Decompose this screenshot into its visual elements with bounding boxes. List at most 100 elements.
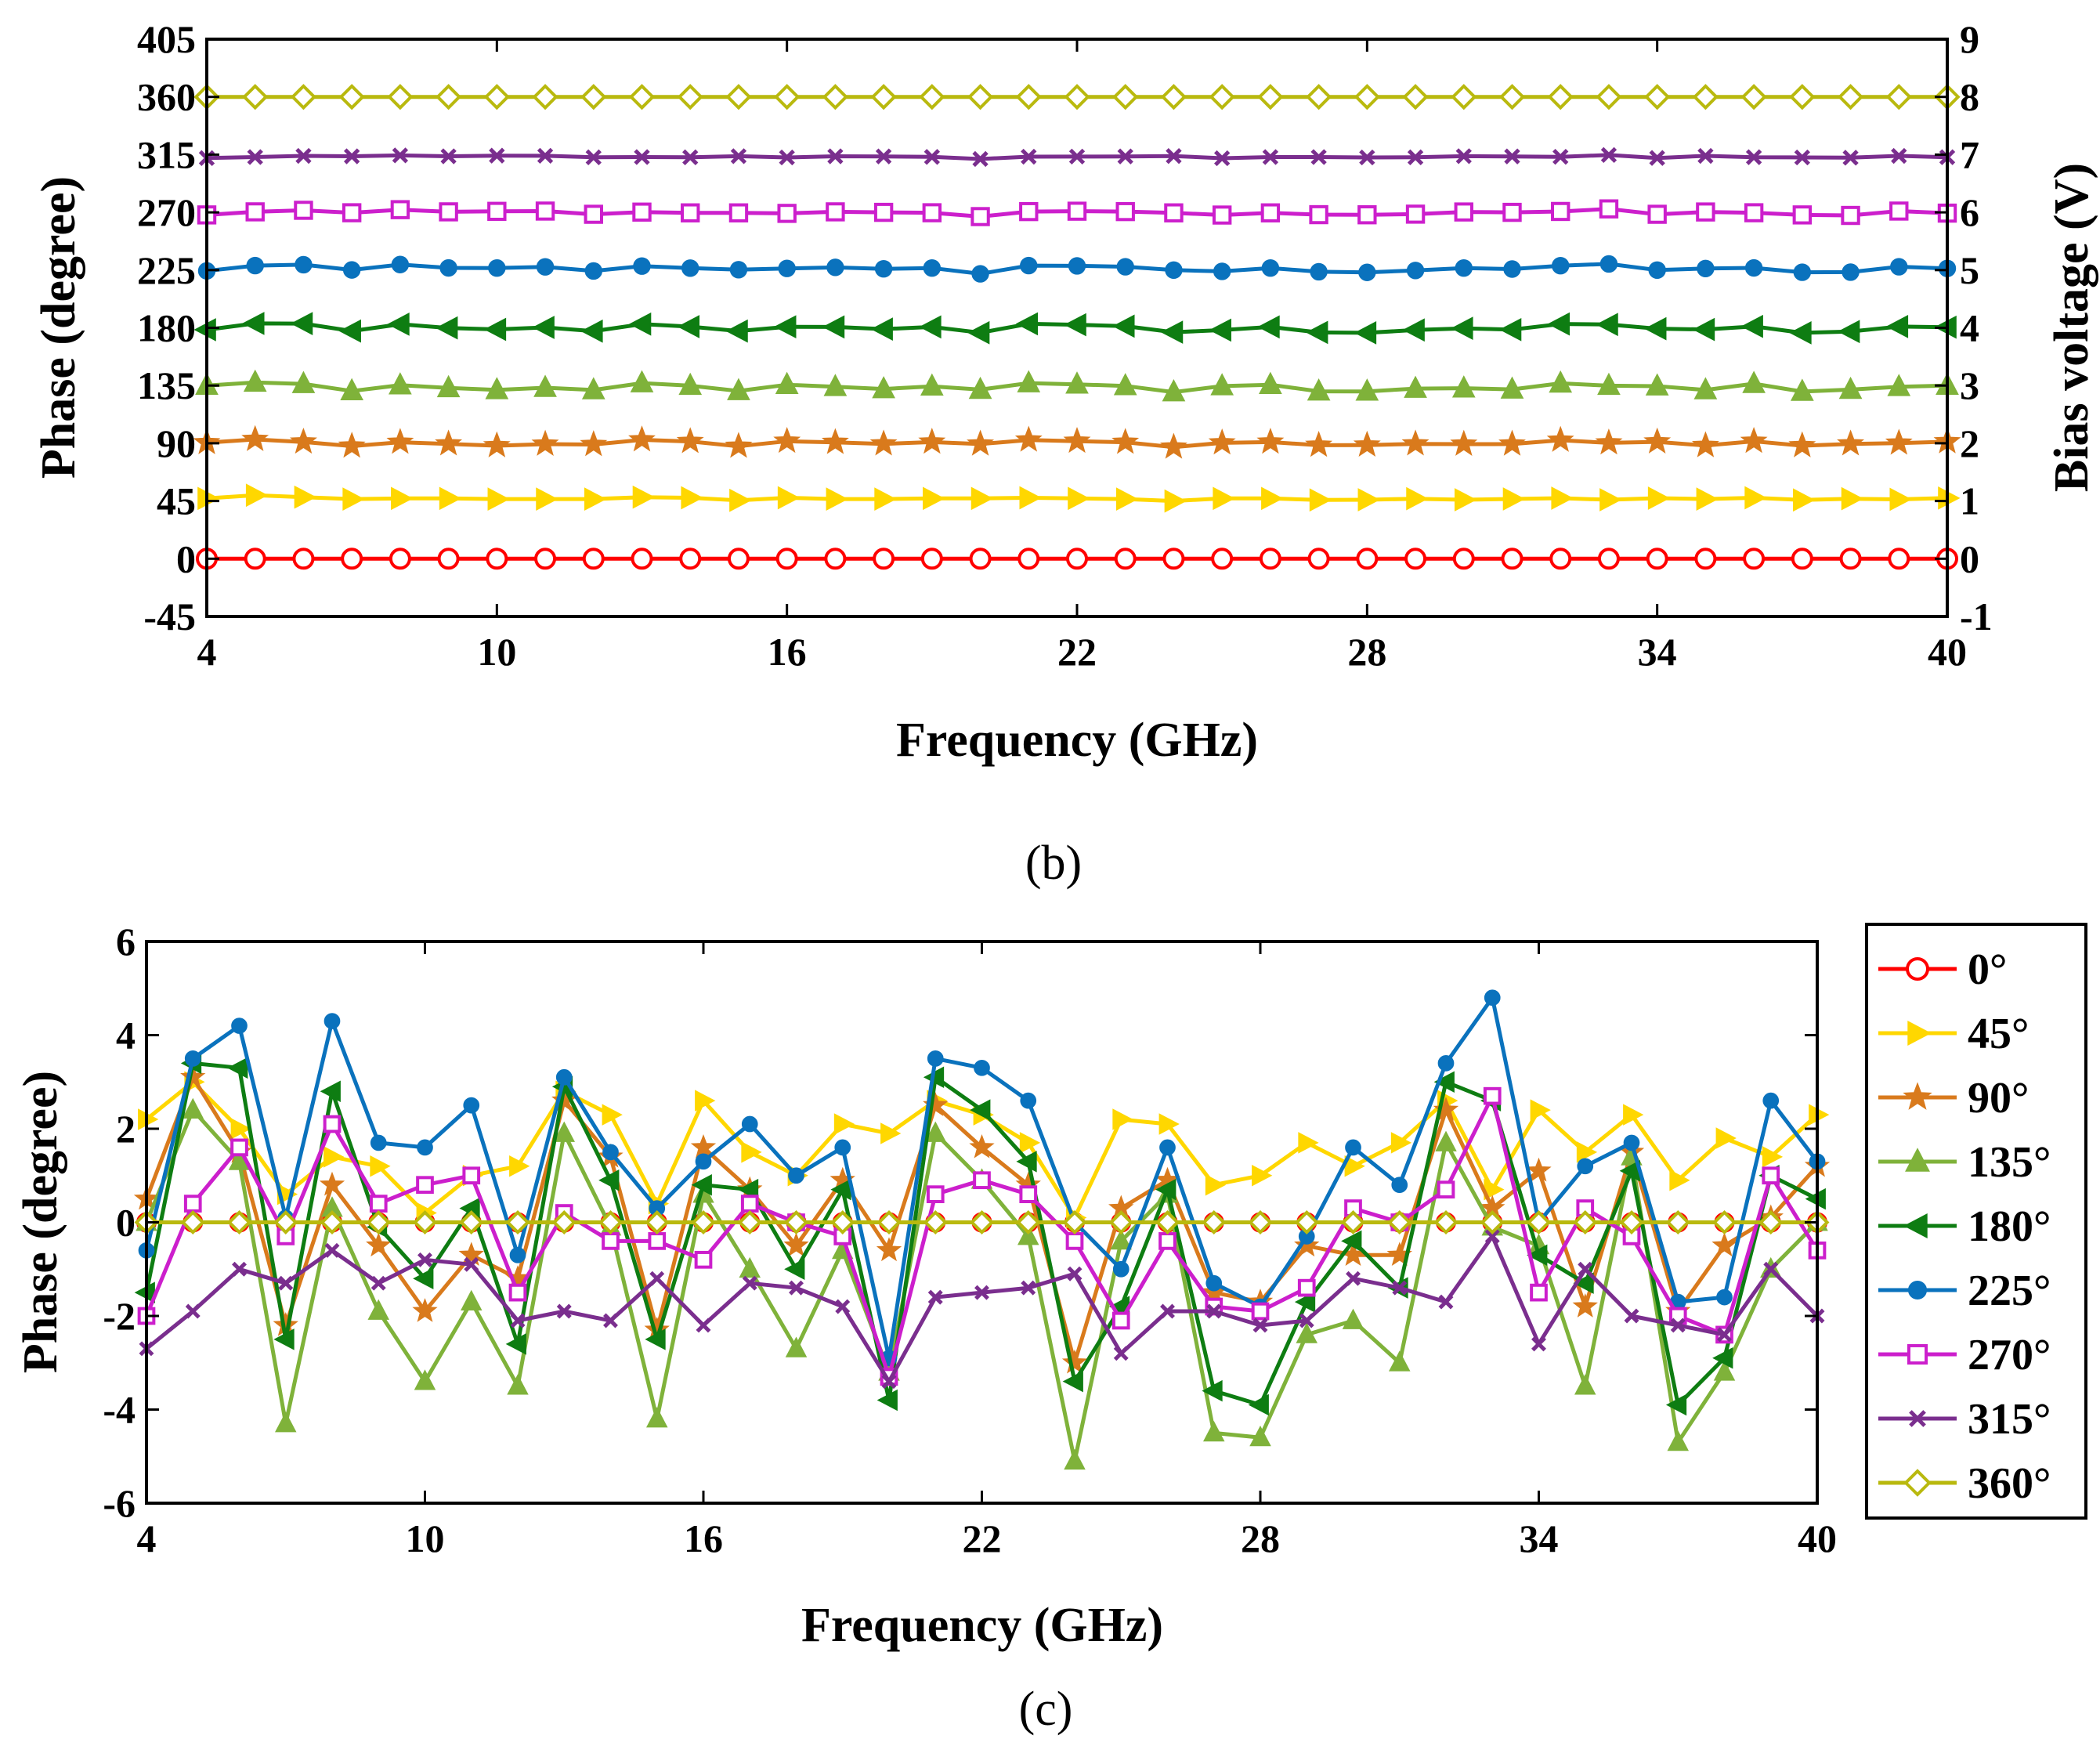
data-point-135 — [1451, 375, 1476, 398]
data-point-135 — [645, 1407, 668, 1428]
data-point-270 — [1454, 202, 1473, 222]
data-point-360 — [1305, 84, 1332, 110]
chart-panel-b: 4 10 16 22 28 34 40 -4504590135180225270315360… — [32, 17, 2098, 890]
data-point-90 — [1061, 1349, 1088, 1374]
data-point-315 — [417, 1252, 432, 1267]
data-point-0 — [437, 548, 460, 570]
data-point-225 — [1310, 262, 1328, 281]
data-point-360 — [1837, 84, 1864, 110]
data-point-90 — [918, 428, 946, 454]
data-point-45 — [487, 487, 510, 511]
data-point-360 — [1387, 1210, 1412, 1234]
data-point-315 — [1438, 1294, 1454, 1310]
data-point-315 — [696, 1318, 711, 1333]
data-point-135 — [507, 1374, 529, 1395]
data-point-315 — [1262, 149, 1279, 165]
data-point-360 — [919, 84, 945, 110]
data-point-360 — [1547, 84, 1574, 110]
legend-item-225: 225° — [1878, 1267, 2051, 1315]
data-point-0 — [1356, 548, 1379, 570]
data-point-315 — [827, 148, 844, 164]
data-point-315 — [392, 147, 409, 164]
data-point-360 — [387, 84, 414, 110]
data-point-225 — [1068, 257, 1086, 275]
data-point-90 — [1885, 428, 1913, 455]
data-point-0 — [341, 548, 363, 570]
legend-swatch-marker — [1905, 1148, 1930, 1172]
legend-swatch-marker — [1906, 957, 1929, 981]
data-point-225 — [1261, 258, 1280, 277]
data-point-0 — [1114, 548, 1137, 570]
data-point-270 — [1502, 202, 1522, 222]
data-point-315 — [370, 1275, 386, 1291]
data-point-225 — [1842, 263, 1860, 281]
series-360-deg — [193, 84, 1961, 110]
data-point-360 — [273, 1210, 298, 1234]
data-point-225 — [778, 259, 796, 277]
data-point-180 — [505, 1333, 526, 1355]
data-point-180 — [1644, 316, 1667, 341]
legend-item-360: 360° — [1878, 1459, 2051, 1508]
data-point-90 — [821, 428, 849, 454]
data-point-180 — [387, 313, 410, 336]
data-point-90 — [1063, 426, 1091, 454]
series-360-deg — [134, 1210, 1830, 1234]
data-point-180 — [1257, 315, 1280, 339]
data-point-90 — [1111, 428, 1140, 454]
series-225-deg — [197, 255, 1957, 283]
data-point-360 — [1758, 1210, 1784, 1234]
data-point-0 — [1791, 548, 1813, 570]
legend-item-0: 0° — [1878, 945, 2007, 994]
data-point-180 — [1202, 1379, 1223, 1402]
data-point-360 — [338, 84, 365, 110]
data-point-315 — [789, 1280, 804, 1296]
data-point-270 — [1019, 1185, 1038, 1204]
data-point-135 — [1887, 374, 1911, 396]
x-tick-label: 28 — [1241, 1516, 1280, 1560]
data-point-270 — [508, 1283, 527, 1302]
data-point-90 — [1711, 1232, 1737, 1257]
data-point-270 — [1744, 203, 1764, 222]
data-point-45 — [1502, 487, 1526, 511]
data-point-315 — [324, 1242, 340, 1258]
data-point-45 — [1793, 488, 1816, 512]
data-point-270 — [922, 203, 942, 222]
data-point-270 — [1309, 204, 1328, 225]
data-point-360 — [1248, 1210, 1273, 1234]
data-point-360 — [1064, 84, 1090, 110]
data-point-0 — [1211, 548, 1234, 570]
data-point-225 — [1503, 260, 1521, 278]
data-point-270 — [1158, 1232, 1177, 1250]
legend-label: 315° — [1968, 1395, 2051, 1444]
data-point-225 — [1437, 1055, 1455, 1072]
data-point-135 — [485, 377, 509, 399]
legend-label: 180° — [1968, 1202, 2051, 1251]
data-point-90 — [676, 427, 704, 454]
data-point-360 — [967, 84, 994, 110]
data-point-0 — [1066, 548, 1088, 570]
data-point-270 — [183, 1195, 202, 1213]
data-point-315 — [1578, 1261, 1593, 1277]
data-point-45 — [1357, 488, 1380, 511]
data-point-315 — [1346, 1271, 1361, 1286]
data-point-315 — [835, 1299, 851, 1314]
data-point-45 — [1715, 1127, 1737, 1149]
data-point-180 — [1209, 318, 1231, 342]
data-point-180 — [532, 316, 555, 339]
data-point-360 — [1294, 1210, 1319, 1234]
data-point-45 — [294, 485, 316, 509]
data-point-360 — [830, 1210, 855, 1234]
data-point-360 — [1644, 84, 1671, 110]
data-point-45 — [1112, 1108, 1133, 1130]
data-point-225 — [834, 1139, 851, 1156]
data-point-360 — [1155, 1210, 1180, 1234]
data-point-315 — [1745, 149, 1762, 165]
data-point-360 — [1015, 84, 1042, 110]
legend-item-90: 90° — [1878, 1074, 2029, 1122]
data-point-360 — [1354, 84, 1380, 110]
y-tick-label: 0 — [116, 1201, 136, 1245]
data-point-270 — [926, 1185, 945, 1204]
data-point-180 — [290, 312, 313, 335]
legend-item-315: 315° — [1878, 1395, 2051, 1444]
data-point-135 — [414, 1369, 436, 1390]
